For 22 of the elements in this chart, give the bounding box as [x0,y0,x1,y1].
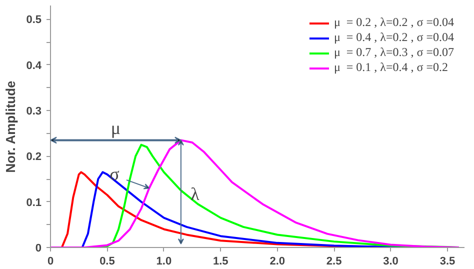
x-tick-label: 1.0 [156,256,172,268]
y-tick-label: 0.5 [26,14,42,26]
y-tick-label: 0.2 [26,151,42,164]
x-tick-label: 0 [47,256,54,268]
x-tick-label: 3.0 [383,256,398,268]
legend-label: μ = 0.1 , λ=0.4 , σ =0.2 [334,60,448,75]
legend-label: μ = 0.7 , λ=0.3 , σ =0.07 [334,45,454,60]
annotation: λ [190,184,200,204]
y-tick-label: 0 [35,242,42,254]
y-tick-label: 0.1 [26,196,42,209]
x-tick-label: 3.5 [440,256,456,268]
legend-label: μ = 0.4 , λ=0.2 , σ =0.04 [334,30,454,45]
y-axis-title: Nor. Amplitude [3,80,18,173]
annotation: σ [110,164,120,184]
x-tick-label: 2.5 [326,256,342,268]
y-tick-label: 0.4 [26,60,42,72]
y-tick-label: 0.3 [26,106,42,118]
annotation: μ [110,118,121,138]
legend-label: μ = 0.2 , λ=0.2 , σ =0.04 [334,15,454,30]
x-tick-label: 0.5 [100,256,115,268]
x-tick-label: 2.0 [270,256,285,268]
x-tick-label: 1.5 [212,256,228,268]
